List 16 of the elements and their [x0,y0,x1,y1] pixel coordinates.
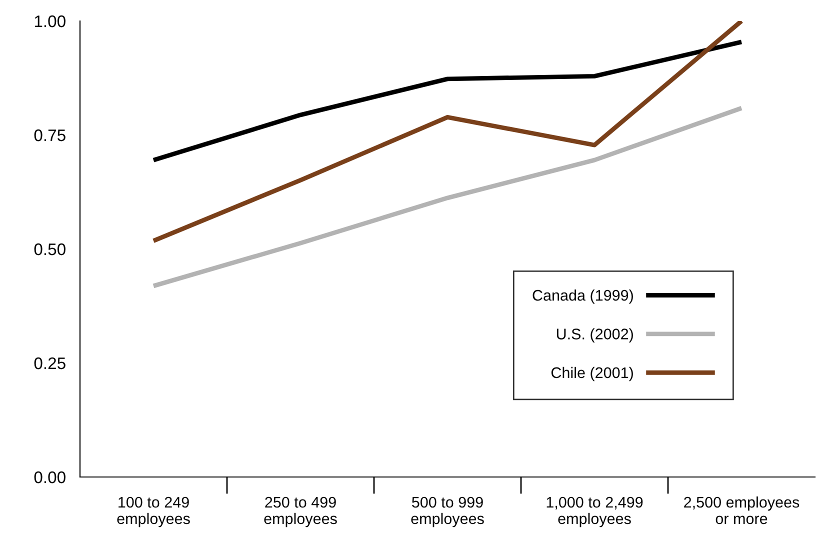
x-tick-label: 1,000 to 2,499 employees [546,496,643,528]
line-series [151,21,744,244]
y-tick-label: 1.00 [34,15,66,28]
legend-label: Chile (2001) [551,366,633,382]
x-tick-label: 100 to 249 employees [117,496,190,528]
y-tick-label: 0.00 [34,471,66,484]
legend-label: Canada (1999) [532,290,633,304]
x-tick-label: 2,500 employees or more [684,496,800,524]
x-tick-label: 250 to 499 employees [264,496,337,528]
line-series [151,106,744,288]
x-tick-label: 500 to 999 employees [411,496,484,528]
y-tick-label: 0.75 [34,129,66,142]
y-tick-label: 0.25 [34,357,66,370]
legend-label: U.S. (2002) [556,328,633,342]
y-tick-label: 0.50 [34,243,66,256]
line-series [151,40,744,162]
